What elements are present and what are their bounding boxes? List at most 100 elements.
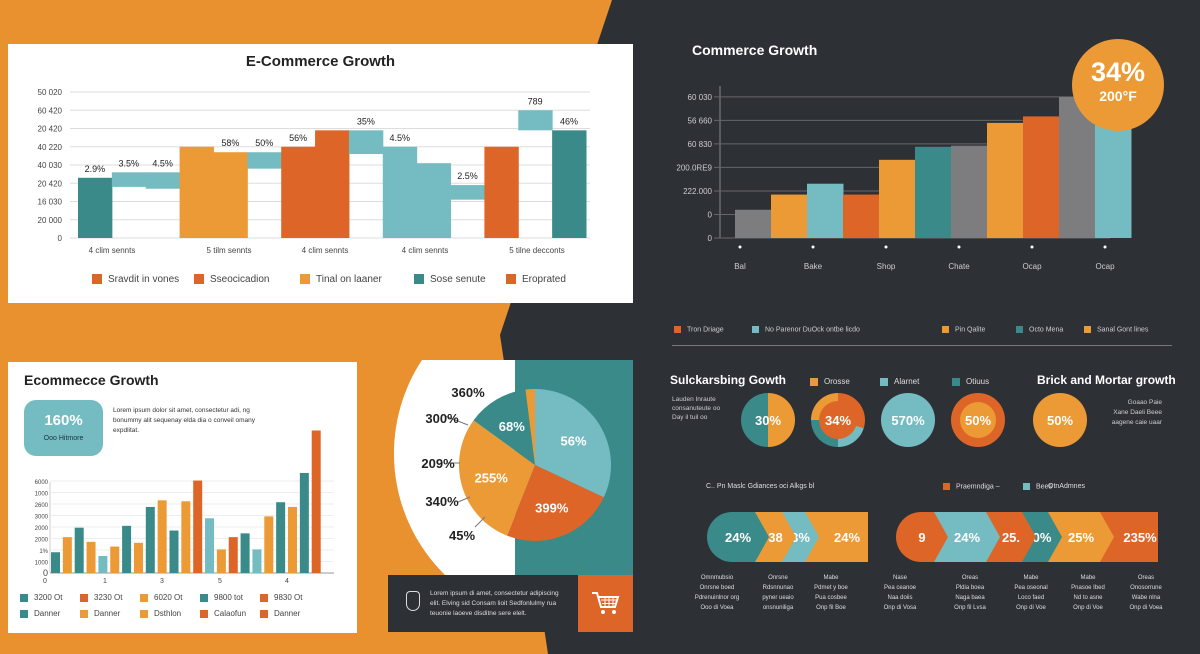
caption-line: Mabe bbox=[823, 575, 839, 581]
caption-line: Loco faed bbox=[1017, 595, 1045, 601]
legend-label: 9830 Ot bbox=[274, 593, 303, 602]
legend-swatch bbox=[194, 274, 204, 285]
y-tick-label: 0 bbox=[43, 568, 48, 578]
bar bbox=[111, 172, 147, 187]
caption-line: Onp di Voe bbox=[1016, 605, 1046, 611]
caption-line: Onrsne bbox=[768, 575, 788, 581]
bar bbox=[145, 506, 155, 573]
panel5-side-text: Lauden Inraute consanuteute oo Day il tuil… bbox=[672, 395, 720, 422]
legend-swatch bbox=[200, 593, 208, 602]
outer-label: 360% bbox=[451, 385, 485, 400]
bar-data-label: 56% bbox=[289, 133, 307, 143]
bar bbox=[276, 502, 286, 573]
legend-label: Pin Qalite bbox=[955, 326, 986, 334]
caption: Oreas Pldia boea Naga baea Onp fil Lvsa bbox=[935, 573, 1005, 613]
shopping-cart-icon bbox=[591, 591, 619, 614]
x-tick-label: 3 bbox=[160, 578, 164, 585]
x-tick-label: Chate bbox=[948, 262, 970, 271]
donut-2: 34% bbox=[811, 393, 865, 447]
bar-data-label: 35% bbox=[357, 116, 375, 126]
legend-swatch bbox=[300, 274, 310, 285]
segment-label: 235% bbox=[1123, 529, 1157, 545]
legend-item: Sanal Gont lines bbox=[1084, 326, 1148, 333]
bar bbox=[879, 159, 916, 238]
y-tick-label: 56 660 bbox=[688, 116, 713, 125]
legend-item: Praemndiga – bbox=[943, 483, 1000, 490]
bar bbox=[181, 501, 191, 573]
panel6-legend-extra: OtnAdmnes bbox=[1048, 483, 1085, 490]
pie-slice bbox=[459, 420, 535, 536]
bar bbox=[1095, 125, 1132, 238]
bar bbox=[193, 480, 203, 573]
badge-value: 34% bbox=[1090, 57, 1146, 87]
donut-3: 570% bbox=[881, 393, 935, 447]
bar bbox=[157, 500, 167, 573]
bar bbox=[552, 130, 587, 238]
legend-label: Sseocicadion bbox=[210, 274, 270, 285]
pie-slice bbox=[507, 465, 604, 541]
caption-line: Rdsnnunao bbox=[762, 585, 794, 591]
legend-label: Praemndiga – bbox=[956, 483, 1000, 491]
panel5-title: Sulckarsbing Gowth bbox=[670, 373, 787, 387]
caption-line: Naa doiis bbox=[887, 595, 913, 601]
legend-swatch bbox=[140, 593, 148, 602]
y-tick-label: 0 bbox=[708, 210, 713, 219]
caption: Nase Pea ceanoe Naa doiis Onp di Vosa bbox=[865, 573, 935, 613]
bar-data-label: 4.5% bbox=[389, 133, 410, 143]
x-tick-label: Ocap bbox=[1095, 262, 1115, 271]
bar bbox=[228, 537, 238, 573]
x-tick-label: 5 tilm sennts bbox=[207, 246, 252, 255]
stat-box: 160% Ooo Hitmore bbox=[24, 400, 103, 456]
side-line: consanuteute oo bbox=[672, 405, 721, 412]
y-tick-label: 6000 bbox=[35, 480, 49, 486]
legend-swatch bbox=[140, 609, 148, 618]
legend-swatch bbox=[1023, 483, 1030, 490]
legend-label: Dsthlon bbox=[154, 609, 182, 618]
legend-swatch bbox=[880, 377, 888, 386]
stat-value: 160% bbox=[44, 412, 83, 429]
y-tick-label: 200.0RE9 bbox=[676, 163, 712, 172]
legend-label: Alarnet bbox=[894, 377, 920, 386]
bar bbox=[78, 177, 113, 238]
bar bbox=[416, 163, 452, 238]
y-tick-label: 0 bbox=[708, 234, 713, 243]
y-tick-label: 1000 bbox=[35, 561, 49, 567]
description-paragraph: Lorem ipsum dolor sit amet, consectetur … bbox=[113, 407, 256, 434]
cart-button[interactable] bbox=[578, 575, 633, 632]
segment-label: 9 bbox=[918, 529, 926, 545]
y-tick-label: 20 000 bbox=[38, 216, 63, 225]
y-tick-label: 50 020 bbox=[38, 88, 63, 97]
legend-item: Pin Qalite bbox=[942, 326, 985, 333]
caption-line: Pea ceanoe bbox=[883, 585, 917, 591]
caption-line: Oreas bbox=[961, 575, 979, 581]
caption-line: pyner ueaio bbox=[762, 595, 794, 601]
leader-line bbox=[444, 415, 469, 426]
legend-item: No Parenor DuOck ontbe licdo bbox=[752, 326, 860, 333]
legend-swatch bbox=[674, 326, 681, 333]
bar bbox=[311, 430, 321, 573]
legend-item: Sravdit in vones bbox=[92, 274, 179, 285]
legend-item: Bees bbox=[1023, 483, 1052, 490]
legend-item: Danner bbox=[80, 609, 120, 618]
legend-label: Danner bbox=[34, 609, 61, 618]
donut-label: 50% bbox=[964, 412, 992, 428]
pie-slice bbox=[535, 389, 611, 498]
segment-label: 0% bbox=[1032, 529, 1052, 545]
bar-data-label: 789 bbox=[528, 96, 543, 106]
caption-line: Nd to asne bbox=[1073, 595, 1103, 601]
slice-label: 399% bbox=[535, 500, 569, 515]
caption-line: Pldia boea bbox=[955, 585, 985, 591]
legend-swatch bbox=[200, 609, 208, 618]
legend-label: 3230 Ot bbox=[94, 593, 123, 602]
bar bbox=[86, 541, 96, 573]
y-tick-label: 20 420 bbox=[38, 179, 63, 188]
arrow-bars-panel: C.. Pn Maslc Gdiances oci Alkgs bl Praem… bbox=[660, 475, 1200, 615]
bar bbox=[133, 542, 143, 573]
pie-footer-text: Lorem ipsum di amet, consectetur adipisc… bbox=[430, 590, 559, 617]
x-tick-label: Bake bbox=[804, 262, 823, 271]
x-tick-dot bbox=[738, 245, 742, 249]
pie-slice bbox=[525, 389, 535, 465]
panel3-chart: 0 1000 1% 2000 2000 3000 2600 1000 6000 0 1 3 5 4 bbox=[8, 362, 357, 633]
legend-item: Sseocicadion bbox=[194, 274, 269, 285]
bar bbox=[213, 152, 248, 238]
